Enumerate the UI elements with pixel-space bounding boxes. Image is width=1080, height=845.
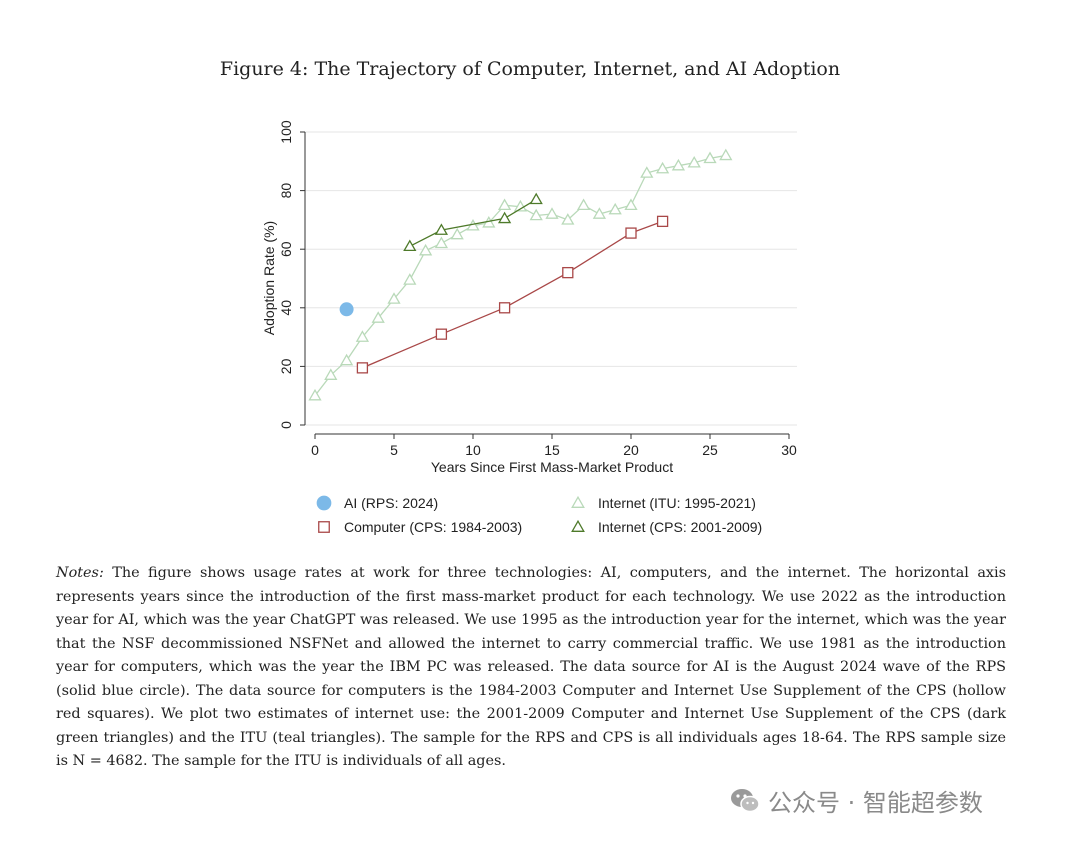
watermark-text: 公众号 · 智能超参数 [768,788,983,817]
data-point [656,215,669,228]
data-point [719,148,733,161]
data-point [371,311,385,323]
data-point [640,166,654,178]
data-point [450,227,464,240]
y-tick-label: 0 [278,421,294,429]
y-tick-label: 60 [278,241,294,257]
x-tick-label: 20 [623,442,639,458]
data-point [687,155,701,168]
data-point [576,198,591,211]
watermark: 公众号 · 智能超参数 [728,782,983,818]
data-point [435,328,448,340]
legend-label: Computer (CPS: 1984-2003) [344,519,522,535]
grid-lines [305,131,797,426]
data-point [529,192,543,205]
x-tick-label: 0 [311,442,319,458]
legend-item: Internet (CPS: 2001-2009) [571,519,762,535]
legend-label: Internet (CPS: 2001-2009) [598,519,762,535]
data-point [497,211,512,224]
y-axis-title: Adoption Rate (%) [261,221,277,335]
data-point [497,198,512,211]
legend-marker [571,519,585,532]
wechat-icon [731,789,760,813]
legend-marker [571,495,585,508]
series-line [409,198,537,247]
legend-label: AI (RPS: 2024) [344,495,438,511]
data-point [356,362,369,374]
legend-item: Internet (ITU: 1995-2021) [571,495,756,511]
data-point [513,199,528,212]
notes-label: Notes: [56,565,104,581]
adoption-chart: 0 20 40 60 80 100 0 5 10 15 20 25 30 Years Since Firs… [261,120,797,535]
data-point [387,292,401,304]
x-tick-label: 5 [390,442,398,458]
data-point [434,223,449,235]
data-point [545,207,559,219]
data-point [561,213,575,225]
figure-title: Figure 4: The Trajectory of Computer, In… [219,58,841,80]
series [308,148,733,401]
legend-label: Internet (ITU: 1995-2021) [598,495,756,511]
series-line [314,154,726,397]
data-point [608,202,622,215]
y-tick-label: 40 [278,300,294,316]
data-point [624,198,638,211]
data-point [339,353,354,366]
y-tick-label: 100 [278,120,294,144]
data-point [562,266,574,279]
x-tick-label: 25 [702,442,718,458]
series-3 [403,192,543,252]
data-point [324,368,338,380]
notes-text: The figure shows usage rates at work for… [56,565,1007,769]
data-point [655,161,670,174]
data-point [403,273,417,285]
x-tick-label: 10 [465,442,481,458]
series-1 [308,148,733,401]
x-axis-title: Years Since First Mass-Market Product [431,459,673,475]
data-point [592,207,607,219]
data-point [498,302,511,314]
legend-marker [318,521,330,533]
series-0 [339,302,354,317]
x-tick-label: 30 [781,442,797,458]
data-point [703,151,717,164]
y-tick-label: 20 [278,358,294,374]
y-tick-label: 80 [278,183,294,199]
legend-item: AI (RPS: 2024) [316,495,438,511]
series-2 [356,215,669,374]
legend-item: Computer (CPS: 1984-2003) [318,519,522,535]
data-point [671,158,686,171]
data-point [434,236,449,249]
figure-notes: Notes: The figure shows usage rates at w… [56,562,1006,774]
legend-marker [316,495,332,511]
data-point [529,208,543,221]
data-point [308,388,322,401]
data-point [355,330,370,342]
data-point [418,243,433,256]
legend: AI (RPS: 2024) Internet (ITU: 1995-2021) C… [316,495,762,535]
data-point [625,227,637,239]
data-point [403,239,417,252]
series-line [362,220,663,369]
x-tick-label: 15 [544,442,560,458]
axes: 0 20 40 60 80 100 0 5 10 15 20 25 30 Years Since Firs… [261,120,797,475]
data-point [339,302,354,317]
